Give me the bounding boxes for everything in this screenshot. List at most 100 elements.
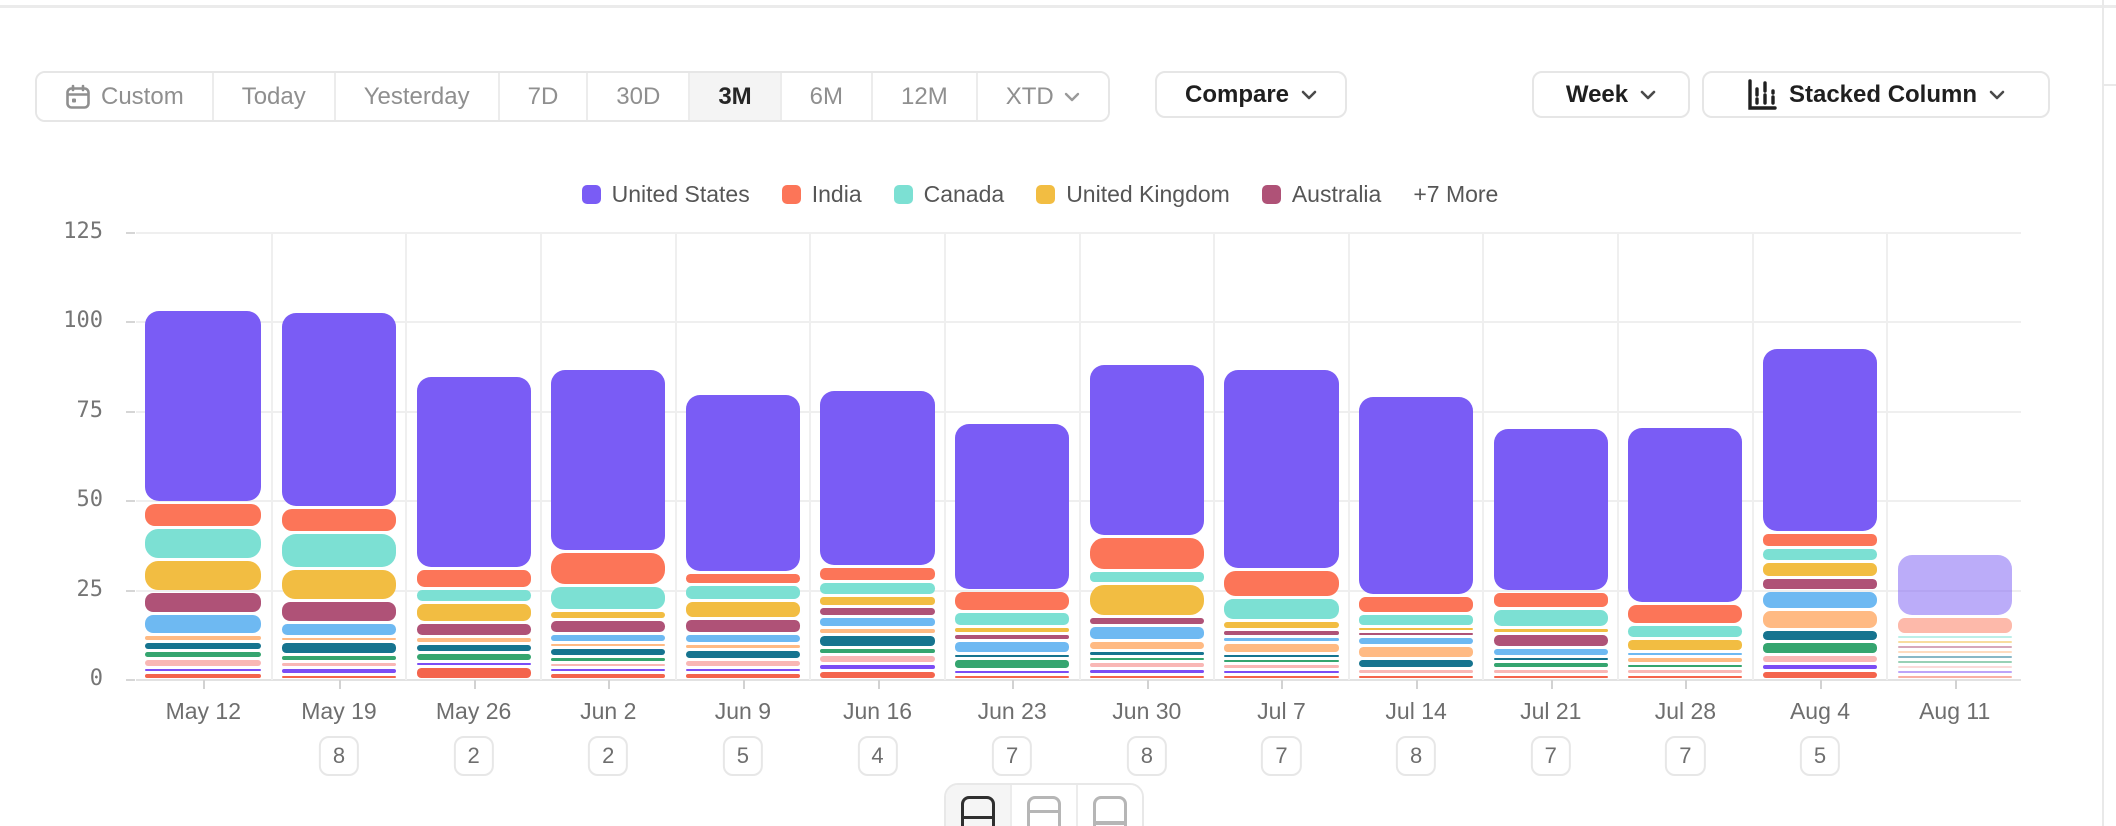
bar-segment-other-5[interactable] (820, 655, 935, 662)
bar-segment-other-1[interactable] (1359, 638, 1474, 645)
week-count-badge[interactable]: 7 (1261, 736, 1302, 776)
bar-segment-canada[interactable] (551, 586, 666, 609)
bar-segment-other-6[interactable] (1089, 670, 1204, 673)
bar-segment-other-6[interactable] (685, 668, 800, 671)
bar-segment-other-7[interactable] (145, 673, 262, 678)
bar-segment-canada[interactable] (685, 586, 800, 600)
bar-segment-other-5[interactable] (551, 663, 666, 666)
bar-segment-other-3[interactable] (1089, 652, 1204, 655)
week-count-badge[interactable]: 4 (857, 736, 898, 776)
bar-segment-other-3[interactable] (820, 636, 935, 646)
bar-segment-india[interactable] (685, 573, 800, 584)
bar-segment-united-states[interactable] (820, 391, 935, 566)
bar-segment-other-1[interactable] (955, 642, 1070, 652)
bar-segment-united-kingdom[interactable] (685, 602, 800, 618)
granularity-button[interactable]: Week (1532, 71, 1690, 118)
bar-segment-other-7[interactable] (1628, 675, 1743, 678)
range-7d[interactable]: 7D (499, 73, 589, 120)
bar-segment-other-4[interactable] (1897, 661, 2012, 663)
bar-segment-other-5[interactable] (1628, 670, 1743, 673)
bar-segment-australia[interactable] (416, 623, 531, 636)
bar-segment-canada[interactable] (416, 589, 531, 602)
bar-segment-other-4[interactable] (1089, 657, 1204, 661)
bar-segment-united-kingdom[interactable] (281, 570, 396, 600)
bar-segment-united-kingdom[interactable] (955, 627, 1070, 632)
bar-segment-other-2[interactable] (1089, 641, 1204, 650)
bar-segment-india[interactable] (281, 509, 396, 532)
bar-segment-other-3[interactable] (145, 643, 262, 650)
bar-segment-united-states[interactable] (281, 312, 396, 507)
bar-segment-other-3[interactable] (551, 649, 666, 656)
bar-segment-united-states[interactable] (551, 370, 666, 550)
bar-segment-australia[interactable] (1359, 633, 1474, 636)
bar-segment-united-states[interactable] (145, 310, 262, 502)
week-count-badge[interactable]: 8 (318, 736, 360, 776)
bar-segment-united-states[interactable] (955, 423, 1070, 590)
range-xtd[interactable]: XTD (977, 73, 1108, 120)
bar-segment-other-7[interactable] (1762, 672, 1878, 678)
bar-segment-canada[interactable] (1762, 548, 1878, 561)
legend-more-button[interactable]: +7 More (1413, 181, 1499, 207)
bar-segment-other-3[interactable] (1762, 630, 1878, 641)
bar-segment-other-6[interactable] (551, 668, 666, 671)
bar-segment-canada[interactable] (1897, 635, 2012, 638)
range-3m[interactable]: 3M (690, 73, 782, 120)
bar-segment-india[interactable] (551, 552, 666, 584)
week-count-badge[interactable]: 8 (1126, 736, 1167, 776)
bar-segment-other-5[interactable] (1897, 666, 2012, 668)
bar-segment-united-states[interactable] (1628, 427, 1743, 602)
bar-segment-canada[interactable] (1089, 571, 1204, 582)
bar-segment-other-2[interactable] (1359, 647, 1474, 657)
bar-segment-other-4[interactable] (1628, 664, 1743, 668)
bar-segment-australia[interactable] (1224, 631, 1339, 636)
bar-segment-united-kingdom[interactable] (820, 597, 935, 605)
bar-segment-other-2[interactable] (145, 636, 262, 641)
bar-segment-other-2[interactable] (685, 645, 800, 648)
bar-segment-united-states[interactable] (1897, 555, 2012, 615)
bar-segment-other-3[interactable] (1493, 657, 1608, 661)
range-12m[interactable]: 12M (873, 73, 978, 120)
bar-segment-australia[interactable] (145, 593, 262, 612)
bar-segment-canada[interactable] (1493, 609, 1608, 627)
bar-segment-other-6[interactable] (1762, 664, 1878, 670)
bar-segment-other-4[interactable] (820, 648, 935, 653)
bar-segment-other-1[interactable] (1762, 591, 1878, 609)
bar-segment-united-states[interactable] (1224, 370, 1339, 568)
bar-segment-other-7[interactable] (1897, 676, 2012, 678)
bar-segment-other-7[interactable] (1493, 675, 1608, 678)
bar-segment-other-2[interactable] (551, 643, 666, 647)
week-count-badge[interactable]: 5 (722, 736, 763, 776)
bar-segment-other-2[interactable] (281, 638, 396, 641)
bar-segment-other-3[interactable] (416, 645, 531, 652)
bar-segment-india[interactable] (416, 570, 531, 587)
legend-item-united-states[interactable]: United States (581, 181, 750, 208)
bar-segment-other-7[interactable] (551, 673, 666, 678)
bar-segment-australia[interactable] (281, 602, 396, 621)
bar-segment-united-kingdom[interactable] (551, 611, 666, 618)
bar-segment-other-7[interactable] (1359, 675, 1474, 678)
bar-segment-other-2[interactable] (1897, 651, 2012, 653)
bar-segment-india[interactable] (1493, 593, 1608, 607)
bar-segment-australia[interactable] (685, 620, 800, 632)
week-count-badge[interactable]: 7 (1665, 736, 1706, 776)
range-today[interactable]: Today (213, 73, 336, 120)
bar-segment-united-states[interactable] (685, 395, 800, 571)
bar-segment-united-states[interactable] (416, 377, 531, 568)
bar-segment-other-1[interactable] (551, 634, 666, 641)
bar-segment-other-2[interactable] (820, 629, 935, 634)
bar-segment-canada[interactable] (145, 529, 262, 559)
bar-segment-united-kingdom[interactable] (1762, 563, 1878, 577)
bar-segment-other-6[interactable] (955, 670, 1070, 673)
bar-segment-other-7[interactable] (1224, 675, 1339, 678)
range-custom[interactable]: Custom (37, 73, 214, 120)
bar-segment-other-3[interactable] (1359, 659, 1474, 668)
bar-segment-other-4[interactable] (551, 658, 666, 661)
week-count-badge[interactable]: 8 (1395, 736, 1437, 776)
bar-segment-other-6[interactable] (416, 663, 531, 666)
bar-segment-india[interactable] (145, 504, 262, 527)
bar-segment-canada[interactable] (1224, 599, 1339, 620)
bar-segment-other-4[interactable] (416, 654, 531, 661)
bar-segment-other-4[interactable] (1224, 659, 1339, 663)
layout-split-low-button[interactable] (1078, 785, 1142, 826)
legend-item-india[interactable]: India (781, 181, 862, 208)
